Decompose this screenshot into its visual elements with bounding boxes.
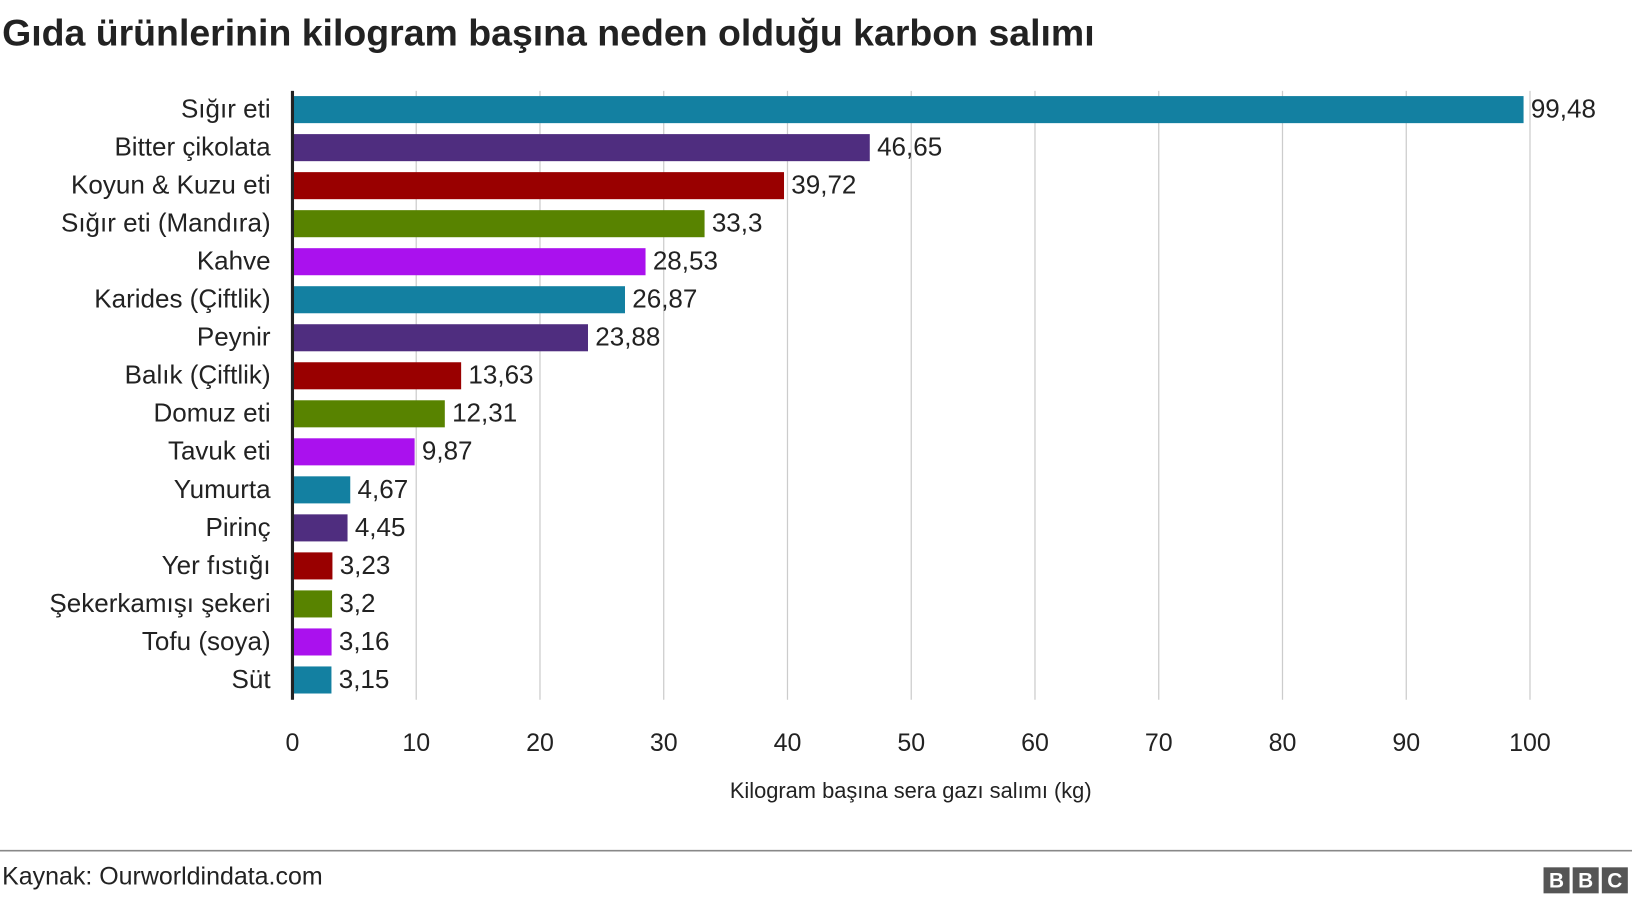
x-tick-label: 0	[286, 729, 300, 757]
bar	[292, 96, 1524, 124]
y-tick-label: Balık (Çiftlik)	[125, 360, 271, 390]
value-label: 23,88	[595, 322, 660, 352]
value-label: 9,87	[422, 436, 473, 466]
value-label: 99,48	[1531, 94, 1596, 124]
value-label: 12,31	[452, 398, 517, 428]
logo-letter: C	[1607, 869, 1622, 892]
value-label: 3,23	[340, 550, 391, 580]
y-tick-label: Yer fıstığı	[162, 550, 271, 580]
bar	[292, 324, 588, 352]
y-tick-label: Bitter çikolata	[114, 132, 271, 162]
value-label: 4,45	[355, 512, 406, 542]
y-tick-label: Kahve	[197, 246, 271, 276]
value-label: 3,16	[339, 626, 390, 656]
bar	[292, 438, 415, 466]
x-tick-label: 100	[1509, 729, 1551, 757]
bar	[292, 134, 870, 162]
x-tick-label: 50	[897, 729, 925, 757]
value-label: 13,63	[468, 360, 533, 390]
bar	[292, 362, 462, 390]
value-label: 26,87	[632, 284, 697, 314]
y-tick-label: Karides (Çiftlik)	[94, 284, 270, 314]
bar	[292, 400, 445, 428]
value-label: 46,65	[877, 132, 942, 162]
y-tick-label: Şekerkamışı şekeri	[49, 588, 270, 618]
x-axis-title: Kilogram başına sera gazı salımı (kg)	[730, 778, 1092, 803]
bar	[292, 666, 332, 694]
bar	[292, 590, 333, 618]
y-tick-label: Sığır eti (Mandıra)	[61, 208, 271, 238]
y-tick-label: Tofu (soya)	[142, 626, 271, 656]
y-tick-label: Pirinç	[206, 512, 271, 542]
x-tick-label: 90	[1392, 729, 1420, 757]
logo-box	[1572, 867, 1599, 894]
logo-letter: B	[1549, 869, 1564, 892]
x-tick-label: 10	[402, 729, 430, 757]
value-label: 4,67	[358, 474, 409, 504]
bar	[292, 514, 348, 542]
bar	[292, 172, 785, 200]
logo-letter: B	[1578, 869, 1593, 892]
x-tick-label: 80	[1269, 729, 1297, 757]
y-tick-label: Koyun & Kuzu eti	[71, 170, 271, 200]
x-tick-label: 40	[774, 729, 802, 757]
y-tick-label: Sığır eti	[181, 94, 271, 124]
source: Kaynak: Ourworldindata.com	[2, 862, 323, 890]
y-tick-label: Tavuk eti	[168, 436, 271, 466]
value-label: 39,72	[791, 170, 856, 200]
value-label: 3,2	[339, 588, 375, 618]
y-tick-label: Yumurta	[174, 474, 271, 504]
y-tick-label: Domuz eti	[154, 398, 271, 428]
bar	[292, 628, 332, 656]
value-label: 33,3	[712, 208, 763, 238]
bar	[292, 286, 625, 314]
x-tick-label: 60	[1021, 729, 1049, 757]
bar	[292, 248, 646, 276]
bar	[292, 476, 351, 504]
bar	[292, 552, 333, 580]
logo-box	[1601, 867, 1628, 894]
y-tick-label: Peynir	[197, 322, 271, 352]
value-label: 3,15	[339, 664, 390, 694]
y-tick-label: Süt	[232, 664, 272, 694]
logo-box	[1543, 867, 1570, 894]
bar	[292, 210, 705, 238]
x-tick-label: 30	[650, 729, 678, 757]
x-tick-label: 20	[526, 729, 554, 757]
chart-title: Gıda ürünlerinin kilogram başına neden o…	[2, 12, 1095, 54]
x-tick-label: 70	[1145, 729, 1173, 757]
value-label: 28,53	[653, 246, 718, 276]
